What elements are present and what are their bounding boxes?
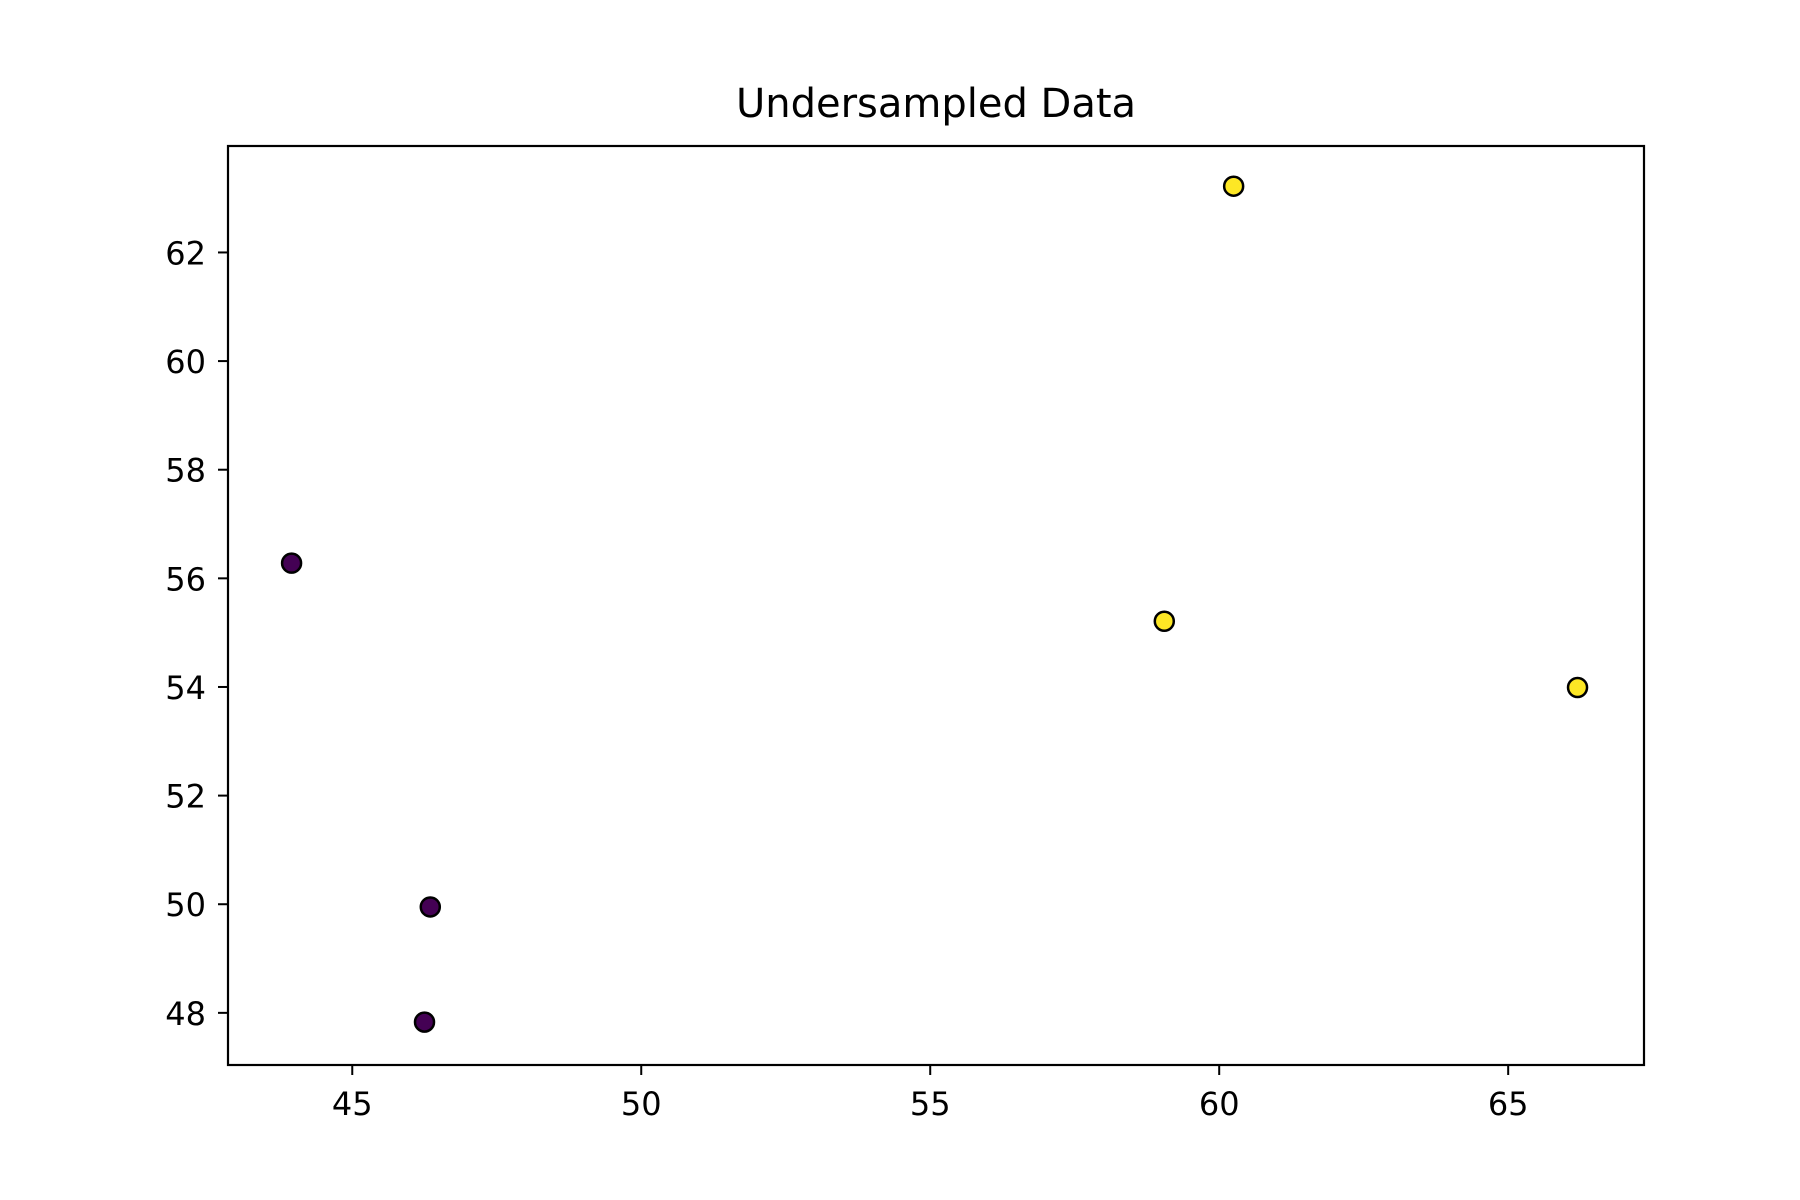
data-point <box>1153 610 1176 633</box>
x-tick-label: 55 <box>910 1085 951 1123</box>
data-point <box>1222 175 1245 197</box>
data-point <box>1566 676 1589 699</box>
x-tick-label: 65 <box>1488 1085 1529 1123</box>
y-axis: 48 50 52 54 56 58 60 62 <box>165 234 228 1033</box>
data-point <box>419 896 442 918</box>
plot-frame <box>226 144 1646 1067</box>
y-tick-label: 62 <box>165 234 206 272</box>
y-tick-label: 52 <box>165 778 206 816</box>
x-tick-label: 60 <box>1199 1085 1240 1123</box>
x-axis: 45 50 55 60 65 <box>332 1065 1529 1123</box>
x-tick-label: 45 <box>332 1085 373 1123</box>
y-tick-label: 50 <box>165 886 206 924</box>
y-tick-label: 48 <box>165 995 206 1033</box>
y-tick-label: 54 <box>165 669 206 707</box>
data-points <box>280 175 1589 1033</box>
data-point <box>280 552 303 574</box>
data-point <box>413 1011 436 1033</box>
chart-title: Undersampled Data <box>736 81 1136 127</box>
y-tick-label: 56 <box>165 560 206 598</box>
x-tick-label: 50 <box>621 1085 662 1123</box>
y-tick-label: 58 <box>165 452 206 490</box>
y-tick-label: 60 <box>165 343 206 381</box>
